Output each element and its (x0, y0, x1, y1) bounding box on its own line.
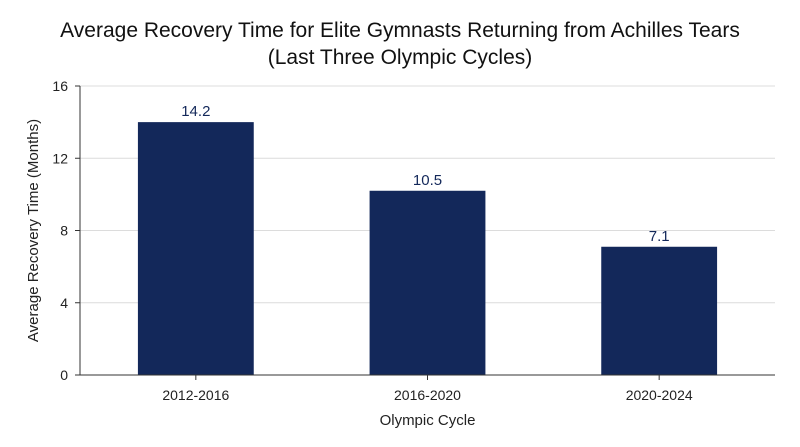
x-tick-label: 2012-2016 (162, 387, 229, 403)
bars (137, 122, 718, 375)
bar-data-label: 10.5 (413, 172, 442, 189)
x-tick-label: 2016-2020 (394, 387, 461, 403)
chart-title: Average Recovery Time for Elite Gymnasts… (60, 19, 740, 42)
bar-data-label: 14.2 (181, 103, 210, 120)
y-tick-label: 16 (52, 78, 68, 94)
y-tick-label: 4 (60, 295, 68, 311)
bar (601, 246, 718, 375)
x-tick-labels: 2012-2016 2016-2020 2020-2024 (162, 375, 693, 403)
data-labels: 14.2 10.5 7.1 (181, 103, 669, 245)
x-tick-label: 2020-2024 (626, 387, 693, 403)
chart-subtitle: (Last Three Olympic Cycles) (267, 46, 533, 69)
bar (369, 190, 486, 375)
y-tick-label: 8 (60, 223, 68, 239)
y-tick-label: 12 (52, 150, 68, 166)
x-axis-title: Olympic Cycle (380, 412, 476, 429)
bar (137, 122, 254, 375)
y-tick-labels: 0 4 8 12 16 (52, 78, 80, 383)
bar-data-label: 7.1 (649, 228, 670, 245)
y-axis-title: Average Recovery Time (Months) (25, 119, 42, 342)
y-tick-label: 0 (60, 367, 68, 383)
